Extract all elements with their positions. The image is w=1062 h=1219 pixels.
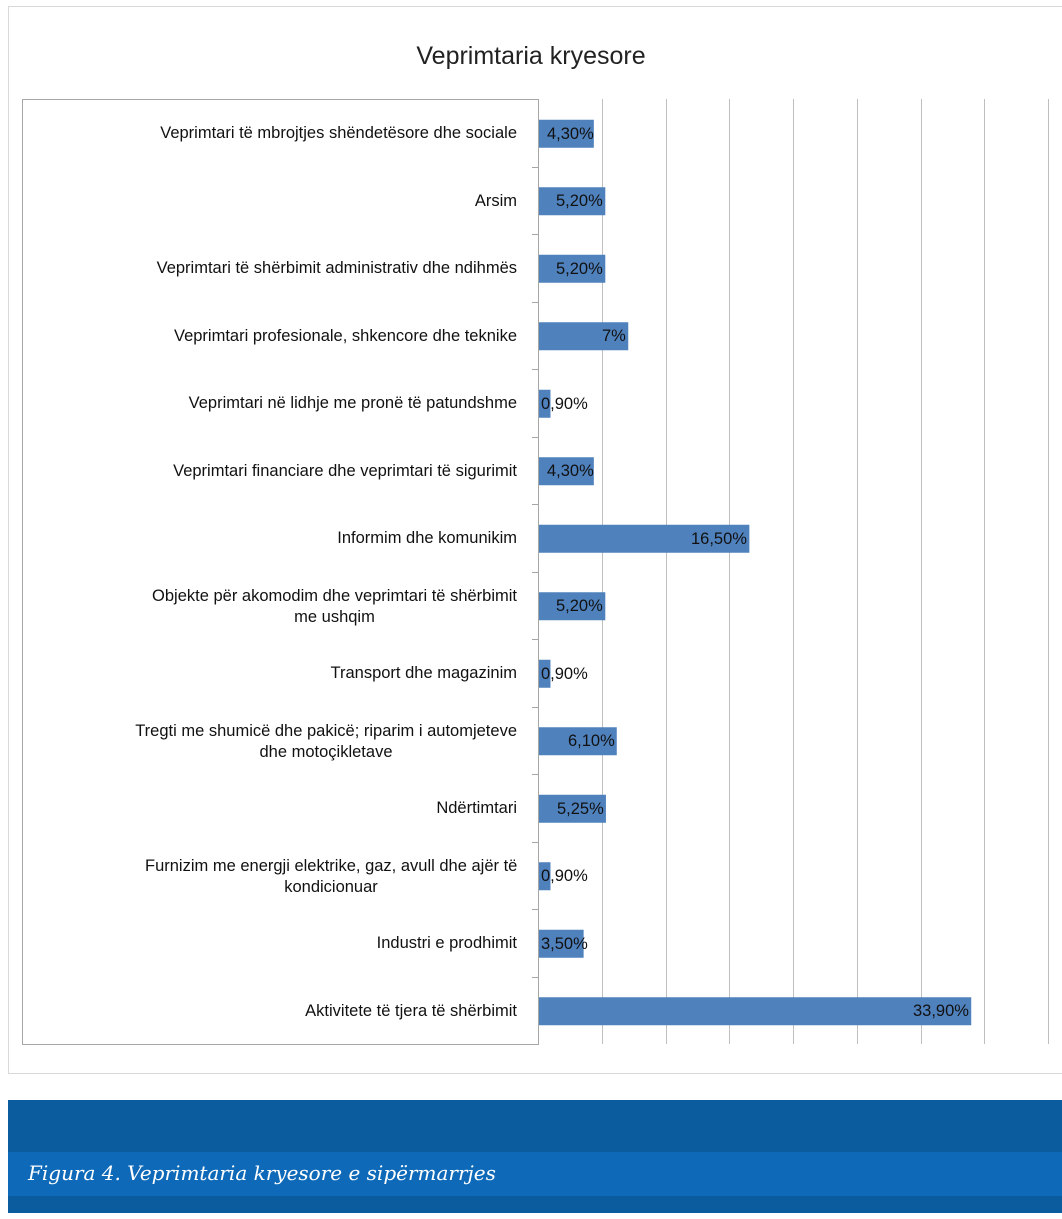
category-label-line: Furnizim me energji elektrike, gaz, avul…: [145, 857, 518, 875]
bar: [539, 727, 617, 756]
category-label-line: Veprimtari të mbrojtjes shëndetësore dhe…: [160, 124, 517, 142]
bar: [539, 457, 594, 486]
category-label-line: Veprimtari financiare dhe veprimtari të …: [173, 462, 517, 480]
category-label-line: me ushqim: [294, 608, 375, 626]
bar: [539, 187, 606, 216]
category-label-line: Ndërtimtari: [436, 799, 517, 817]
category-label: Industri e prodhimit: [377, 933, 517, 954]
category-label: Veprimtari të shërbimit administrativ dh…: [157, 258, 517, 279]
value-label: 0,90%: [541, 395, 588, 413]
figure-caption: Figura 4. Veprimtaria kryesore e sipërma…: [28, 1161, 496, 1185]
category-label: Aktivitete të tjera të shërbimit: [305, 1001, 517, 1022]
chart-frame: [8, 6, 1062, 1074]
chart-title: Veprimtaria kryesore: [416, 42, 646, 70]
caption-strip: [8, 1152, 1062, 1196]
value-label: 4,30%: [547, 125, 594, 143]
category-label: Veprimtari financiare dhe veprimtari të …: [173, 461, 517, 482]
category-label: Informim dhe komunikim: [337, 528, 517, 549]
category-label-line: Industri e prodhimit: [376, 934, 517, 952]
category-label-line: Aktivitete të tjera të shërbimit: [305, 1002, 517, 1020]
category-label-line: Informim dhe komunikim: [337, 529, 517, 547]
value-label: 5,25%: [557, 800, 604, 818]
value-label: 5,20%: [556, 260, 603, 278]
value-label: 33,90%: [913, 1002, 969, 1020]
category-label: Furnizim me energji elektrike, gaz, avul…: [145, 856, 517, 898]
category-label-line: Transport dhe magazinim: [330, 664, 517, 682]
category-label-line: Tregti me shumicë dhe pakicë; riparim i …: [135, 722, 517, 740]
value-label: 0,90%: [541, 867, 588, 885]
value-label: 0,90%: [541, 665, 588, 683]
category-label: Tregti me shumicë dhe pakicë; riparim i …: [135, 721, 517, 763]
bar: [539, 794, 606, 823]
category-label-line: Arsim: [474, 192, 517, 210]
plot-frame: [22, 99, 539, 1045]
bar: [539, 997, 972, 1026]
bar: [539, 322, 629, 351]
category-label: Ndërtimtari: [436, 798, 517, 819]
category-label-line: Veprimtari të shërbimit administrativ dh…: [156, 259, 517, 277]
category-label: Veprimtari në lidhje me pronë të patunds…: [189, 393, 517, 414]
value-label: 7%: [602, 327, 626, 345]
category-label: Transport dhe magazinim: [331, 663, 517, 684]
bars: [539, 119, 972, 1026]
bar: [539, 862, 551, 891]
category-label-line: dhe motoçikletave: [259, 743, 393, 761]
category-label: Veprimtari profesionale, shkencore dhe t…: [174, 326, 517, 347]
value-label: 16,50%: [691, 530, 747, 548]
bar: [539, 592, 606, 621]
category-label: Veprimtari të mbrojtjes shëndetësore dhe…: [160, 123, 517, 144]
category-label-line: kondicionuar: [284, 878, 378, 896]
bar: [539, 659, 551, 688]
bar: [539, 524, 750, 553]
value-label: 5,20%: [556, 192, 603, 210]
bar: [539, 119, 594, 148]
category-label-line: Veprimtari në lidhje me pronë të patunds…: [188, 394, 517, 412]
value-label: 3,50%: [541, 935, 588, 953]
category-label: Arsim: [475, 191, 517, 212]
value-label: 4,30%: [547, 462, 594, 480]
category-label-line: Objekte për akomodim dhe veprimtari të s…: [152, 587, 517, 605]
category-axis-box: [22, 99, 539, 1045]
bar: [539, 929, 584, 958]
gridlines: [602, 99, 1049, 1044]
bar: [539, 254, 606, 283]
value-label: 6,10%: [568, 732, 615, 750]
bar: [539, 389, 551, 418]
category-label: Objekte për akomodim dhe veprimtari të s…: [152, 586, 517, 628]
value-label: 5,20%: [556, 597, 603, 615]
bar-chart: [22, 99, 1049, 1045]
category-label-line: Veprimtari profesionale, shkencore dhe t…: [173, 327, 517, 345]
